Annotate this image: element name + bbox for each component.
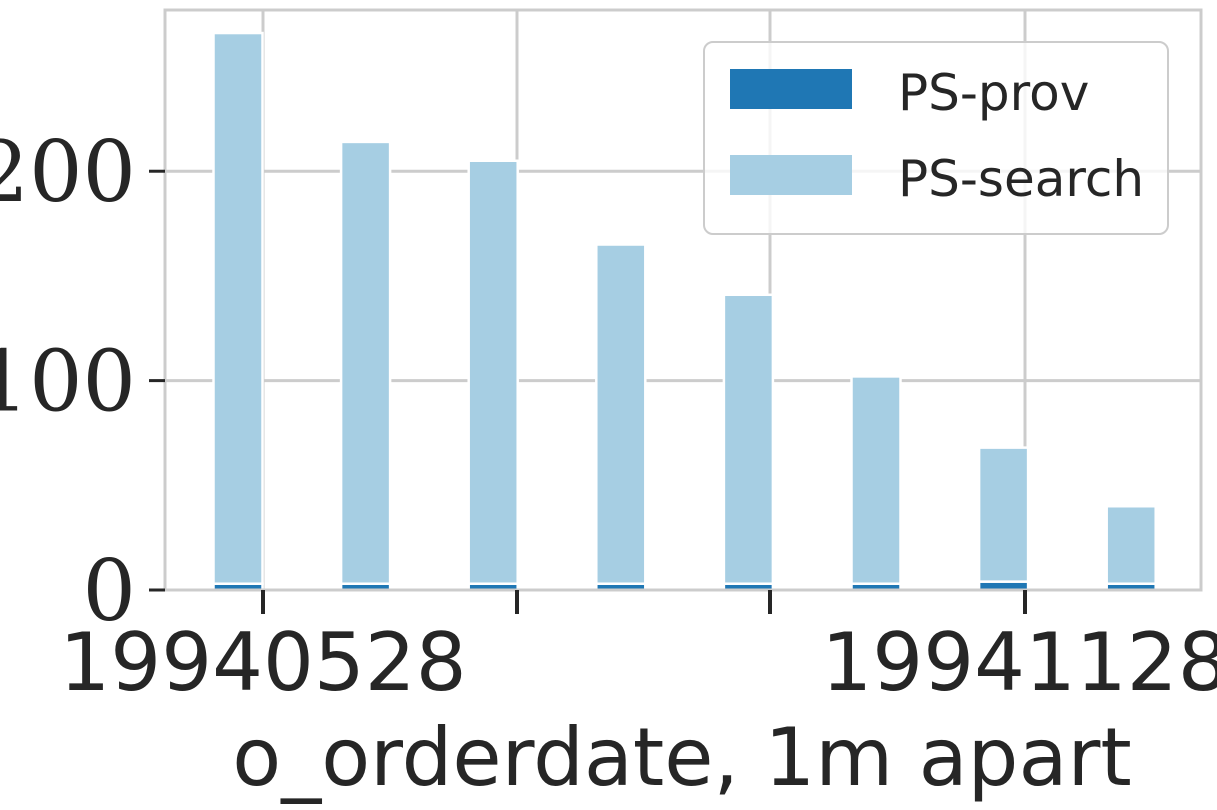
x-tick-label: 19941128 [821, 616, 1217, 709]
bar-ps-search [212, 31, 264, 585]
legend-swatch-ps-search [730, 155, 852, 195]
legend-label-ps-search: PS-search [898, 150, 1144, 208]
legend-swatch-ps-prov [730, 69, 852, 109]
y-tick-label: 200 [0, 123, 136, 221]
x-tick-labels: 19940528 19941128 [59, 616, 1217, 709]
bar-ps-search [977, 446, 1030, 583]
bars [212, 31, 1157, 592]
bar-ps-search [1105, 504, 1157, 585]
y-tick-label: 0 [83, 542, 136, 640]
y-tick-label: 100 [0, 333, 136, 431]
legend: PS-prov PS-search [703, 41, 1169, 235]
x-axis-title: o_orderdate, 1m apart [232, 711, 1131, 804]
x-tick-label: 19940528 [59, 616, 466, 709]
bar-ps-search [722, 293, 775, 585]
bar-ps-search [595, 243, 647, 585]
bar-ps-search [850, 375, 902, 585]
legend-label-ps-prov: PS-prov [898, 64, 1089, 122]
bar-ps-search [339, 140, 392, 585]
axes [149, 8, 1203, 614]
plot-frame [163, 8, 1203, 592]
y-tick-labels: 0 100 200 [0, 123, 136, 640]
bar-ps-search [467, 159, 519, 585]
